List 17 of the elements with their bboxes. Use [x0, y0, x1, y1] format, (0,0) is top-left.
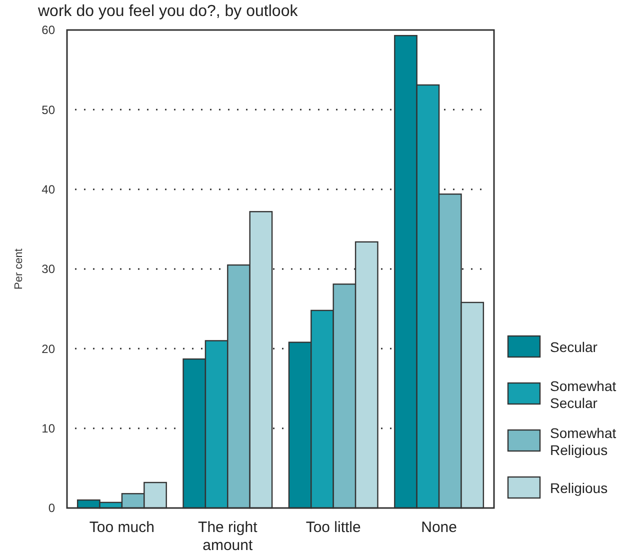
x-tick-label: Too much [89, 519, 154, 536]
y-tick-label: 0 [48, 501, 56, 516]
y-tick-label: 60 [42, 23, 56, 38]
legend-label: Secular [550, 338, 598, 355]
y-tick-label: 30 [42, 262, 56, 276]
x-tick-label: Too little [306, 519, 361, 536]
y-axis-title: Per cent [13, 248, 25, 290]
y-tick-label: 10 [42, 422, 56, 436]
legend-label: Somewhat Secular [550, 378, 616, 411]
chart-title: work do you feel you do?, by outlook [37, 3, 299, 20]
y-tick-label: 20 [42, 342, 56, 356]
legend-label: Religious [550, 480, 608, 496]
y-tick-label: 50 [42, 102, 56, 117]
x-tick-label: The right amount [198, 519, 258, 554]
legend-label: Somewhat Religious [550, 424, 616, 458]
y-tick-label: 40 [42, 182, 56, 197]
x-tick-label: None [421, 519, 457, 536]
